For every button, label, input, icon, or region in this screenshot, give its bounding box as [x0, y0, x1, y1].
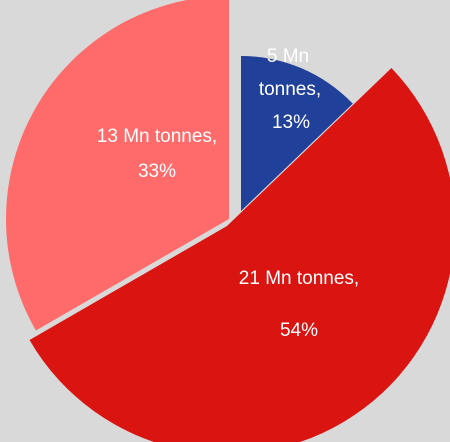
pie-slice-1 [241, 56, 353, 211]
slice-label-1-line-2: tonnes, [259, 79, 321, 100]
pie-slice-2 [29, 68, 450, 442]
slice-label-3-line-2: 33% [138, 161, 176, 182]
pie-slices [6, 0, 450, 442]
slice-labels: 5 Mn tonnes, 13% 21 Mn tonnes, 54% 13 Mn tonn… [97, 46, 359, 341]
slice-label-3-line-1: 13 Mn tonnes, [97, 126, 217, 147]
slice-label-2-line-2: 54% [280, 320, 318, 341]
slice-label-2-line-1: 21 Mn tonnes, [239, 268, 359, 289]
pie-slice-3 [6, 0, 229, 331]
slice-label-1-line-1: 5 Mn [267, 46, 309, 67]
slice-label-1-line-3: 13% [272, 112, 310, 133]
